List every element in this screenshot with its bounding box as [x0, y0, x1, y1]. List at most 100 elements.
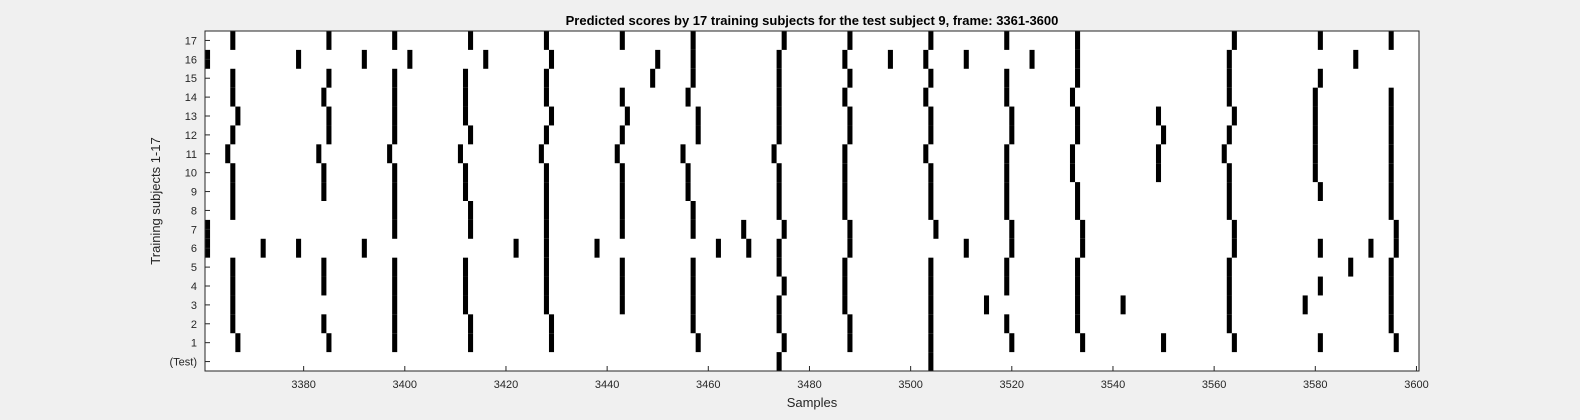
spike-row-17-mark-6: [690, 31, 696, 50]
spike-row-1-mark-4: [548, 333, 555, 353]
spike-row-8-mark-4: [619, 201, 625, 220]
spike-row-1-mark-10: [1080, 333, 1086, 353]
spike-row-1-mark-6: [781, 333, 787, 353]
spike-row-6-mark-17: [1393, 238, 1399, 258]
spike-row-17-mark-10: [1004, 31, 1010, 50]
spike-row-3-mark-11: [1120, 295, 1126, 315]
spike-row-2-mark-0: [230, 314, 236, 334]
plot-area: [205, 31, 1419, 371]
y-tick-label-11: 11: [186, 149, 197, 161]
spike-row-5-mark-2: [392, 257, 398, 277]
spike-row-16-mark-1: [296, 49, 302, 69]
chart-title: Predicted scores by 17 training subjects…: [566, 13, 1059, 28]
spike-row-17-mark-7: [781, 31, 787, 50]
x-tick-label-5: 3480: [797, 379, 821, 391]
spike-row-10-mark-14: [1312, 163, 1318, 183]
x-tick-label-6: 3500: [898, 379, 922, 391]
spike-row-3-mark-2: [462, 295, 469, 315]
spike-row-4-mark-4: [543, 276, 549, 296]
y-tick-label-9: 9: [191, 187, 197, 199]
spike-row-9-mark-13: [1317, 182, 1323, 201]
spike-row-4-mark-12: [1226, 276, 1232, 296]
spike-row-13-mark-2: [392, 106, 398, 126]
spike-row-11-mark-11: [1069, 144, 1076, 164]
spike-row-16-mark-14: [1075, 49, 1081, 69]
spike-row-15-mark-13: [1317, 68, 1323, 88]
spike-row-2-mark-4: [548, 314, 555, 334]
spike-row-6-mark-5: [543, 238, 549, 258]
spike-row-0-mark-1: [928, 352, 934, 371]
spike-row-5-mark-8: [842, 257, 848, 277]
spike-row-4-mark-11: [1075, 276, 1081, 296]
spike-row-11-mark-5: [614, 144, 620, 164]
spike-row-6-mark-2: [296, 238, 302, 258]
spike-row-2-mark-6: [776, 314, 782, 334]
spike-row-17-mark-4: [543, 31, 549, 50]
spike-row-14-mark-11: [1069, 87, 1076, 107]
spike-row-12-mark-3: [468, 125, 474, 145]
spike-row-8-mark-7: [842, 201, 848, 220]
spike-row-7-mark-7: [781, 219, 787, 239]
spike-row-2-mark-5: [690, 314, 696, 334]
spike-row-6-mark-9: [776, 238, 782, 258]
spike-row-14-mark-2: [392, 87, 398, 107]
spike-row-15-mark-0: [230, 68, 236, 88]
spike-row-7-mark-1: [392, 219, 398, 239]
spike-row-10-mark-11: [1069, 163, 1076, 183]
spike-row-11-mark-3: [457, 144, 463, 164]
spike-row-17-mark-13: [1317, 31, 1323, 50]
spike-row-13-mark-3: [462, 106, 469, 126]
spike-row-6-mark-4: [513, 238, 519, 258]
y-tick-label-7: 7: [191, 224, 197, 236]
x-tick-label-9: 3560: [1202, 379, 1226, 391]
spike-row-10-mark-10: [1004, 163, 1010, 183]
x-tick-label-0: 3380: [291, 379, 315, 391]
spike-row-15-mark-10: [1004, 68, 1010, 88]
spike-row-1-mark-7: [847, 333, 853, 353]
spike-row-6-mark-10: [847, 238, 853, 258]
spike-row-4-mark-9: [928, 276, 934, 296]
spike-row-13-mark-11: [1075, 106, 1081, 126]
spike-row-13-mark-6: [695, 106, 701, 126]
spike-row-15-mark-9: [928, 68, 934, 88]
spike-row-1-mark-14: [1393, 333, 1399, 353]
spike-row-10-mark-3: [462, 163, 469, 183]
spike-row-8-mark-9: [1004, 201, 1010, 220]
spike-row-14-mark-8: [842, 87, 848, 107]
spike-row-16-mark-3: [407, 49, 413, 69]
spike-row-1-mark-12: [1231, 333, 1237, 353]
spike-row-12-mark-12: [1161, 125, 1167, 145]
spike-row-11-mark-0: [225, 144, 231, 164]
spike-row-9-mark-1: [321, 182, 327, 201]
y-tick-label-15: 15: [185, 73, 197, 85]
spike-row-11-mark-10: [1004, 144, 1010, 164]
spike-row-10-mark-1: [321, 163, 327, 183]
spike-row-8-mark-2: [468, 201, 474, 220]
spike-row-17-mark-1: [326, 31, 332, 50]
spike-row-7-mark-11: [1080, 219, 1086, 239]
spike-row-5-mark-1: [321, 257, 327, 277]
spike-row-2-mark-2: [392, 314, 398, 334]
spike-row-8-mark-10: [1075, 201, 1081, 220]
spike-row-8-mark-12: [1388, 201, 1394, 220]
spike-row-4-mark-5: [619, 276, 625, 296]
spike-row-11-mark-9: [923, 144, 929, 164]
spike-row-8-mark-6: [776, 201, 782, 220]
spike-row-13-mark-1: [326, 106, 332, 126]
spike-row-14-mark-7: [776, 87, 782, 107]
y-tick-label-10: 10: [185, 168, 197, 180]
y-tick-label-5: 5: [191, 262, 197, 274]
spike-row-14-mark-0: [230, 87, 236, 107]
spike-row-12-mark-5: [619, 125, 625, 145]
spike-row-12-mark-4: [543, 125, 549, 145]
spike-row-15-mark-3: [462, 68, 469, 88]
y-axis-label: Training subjects 1-17: [148, 137, 163, 264]
spike-row-8-mark-11: [1226, 201, 1232, 220]
spike-row-1-mark-13: [1317, 333, 1323, 353]
spike-row-14-mark-10: [1004, 87, 1010, 107]
spike-row-2-mark-1: [321, 314, 327, 334]
spike-row-14-mark-4: [543, 87, 549, 107]
spike-row-3-mark-1: [392, 295, 398, 315]
spike-row-12-mark-14: [1312, 125, 1318, 145]
y-tick-label-2: 2: [191, 319, 197, 331]
